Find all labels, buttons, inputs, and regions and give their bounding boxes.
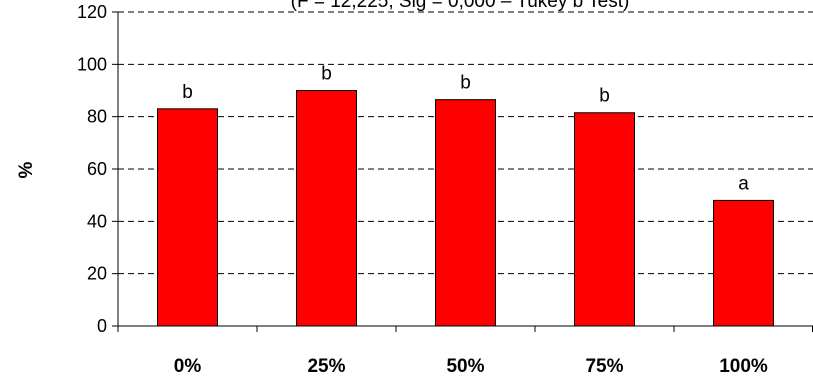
bars <box>157 90 774 327</box>
bar-100pct <box>713 199 774 327</box>
significance-letter: b <box>599 86 610 107</box>
x-tick-label: 50% <box>446 356 484 376</box>
chart-title: (F = 12,225; Sig = 0,000 – Tukey b Test) <box>291 0 630 12</box>
y-tick-label: 80 <box>87 107 107 127</box>
significance-letters: b b b b a <box>182 64 749 195</box>
bar-0pct <box>157 108 218 327</box>
significance-letter: a <box>738 173 749 194</box>
y-axis-label: % <box>16 161 37 178</box>
x-tick-label: 25% <box>307 356 345 376</box>
x-tick-labels: 0% 25% 50% 75% 100% <box>174 356 768 376</box>
y-tick-label: 0 <box>97 316 107 336</box>
y-tick-label: 120 <box>77 2 107 22</box>
x-tick-label: 0% <box>174 356 202 376</box>
y-tick-label: 60 <box>87 159 107 179</box>
x-tick-label: 100% <box>719 356 768 376</box>
gridlines <box>118 11 813 275</box>
bar-50pct <box>435 99 496 327</box>
significance-letter: b <box>321 64 332 85</box>
bar-25pct <box>296 90 357 327</box>
axes <box>112 11 813 332</box>
x-tick-label: 75% <box>585 356 623 376</box>
significance-letter: b <box>460 73 471 94</box>
y-tick-labels: 0 20 40 60 80 100 120 <box>77 2 107 336</box>
significance-letter: b <box>182 82 193 103</box>
y-tick-label: 100 <box>77 54 107 74</box>
y-tick-label: 20 <box>87 264 107 284</box>
bar-75pct <box>574 112 635 327</box>
y-tick-label: 40 <box>87 211 107 231</box>
